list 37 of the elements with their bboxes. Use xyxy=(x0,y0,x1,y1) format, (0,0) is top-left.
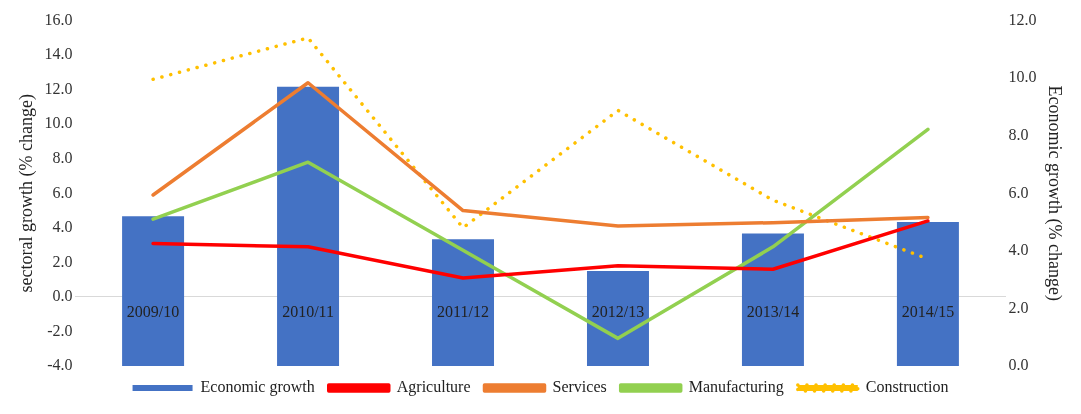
y-tick-label: 2.0 xyxy=(52,252,73,270)
y-tick-label: 12.0 xyxy=(44,79,73,97)
y2-tick-label: 6.0 xyxy=(1008,183,1029,201)
legend-label: Construction xyxy=(865,378,949,396)
y-tick-label: 0.0 xyxy=(52,287,73,305)
y2-tick-label: 2.0 xyxy=(1008,298,1029,316)
y2-tick-label: 8.0 xyxy=(1008,125,1029,143)
bar xyxy=(122,216,185,366)
legend-label: Services xyxy=(552,378,607,396)
y-tick-label: 6.0 xyxy=(52,183,73,201)
bar xyxy=(432,239,495,366)
x-tick-label: 2014/15 xyxy=(901,303,955,321)
y2-tick-label: 10.0 xyxy=(1008,68,1037,86)
y2-tick-label: 0.0 xyxy=(1008,356,1029,374)
x-tick-label: 2012/13 xyxy=(591,303,645,321)
y-tick-label: 10.0 xyxy=(44,114,73,132)
y-tick-label: -4.0 xyxy=(47,356,73,374)
x-tick-label: 2009/10 xyxy=(126,303,180,321)
x-tick-label: 2010/11 xyxy=(282,303,334,321)
y2-tick-label: 12.0 xyxy=(1008,10,1037,28)
y2-axis-title: Economic growth (% change) xyxy=(1044,85,1066,302)
y-tick-label: 4.0 xyxy=(52,218,73,236)
bar xyxy=(896,222,959,366)
bar xyxy=(277,86,340,366)
bar xyxy=(586,271,649,366)
legend-label: Manufacturing xyxy=(688,378,784,397)
y-tick-label: 8.0 xyxy=(52,148,73,166)
y2-tick-label: 4.0 xyxy=(1008,241,1029,259)
bar xyxy=(741,233,804,366)
x-tick-label: 2011/12 xyxy=(437,303,489,321)
y-axis-title: sectoral growth (% change) xyxy=(15,94,37,293)
y-tick-label: 16.0 xyxy=(44,10,73,28)
legend-label: Agriculture xyxy=(396,378,471,397)
x-tick-label: 2013/14 xyxy=(746,303,800,321)
y-tick-label: -2.0 xyxy=(47,321,73,339)
y-tick-label: 14.0 xyxy=(44,45,73,63)
legend-label: Economic growth xyxy=(200,378,315,397)
